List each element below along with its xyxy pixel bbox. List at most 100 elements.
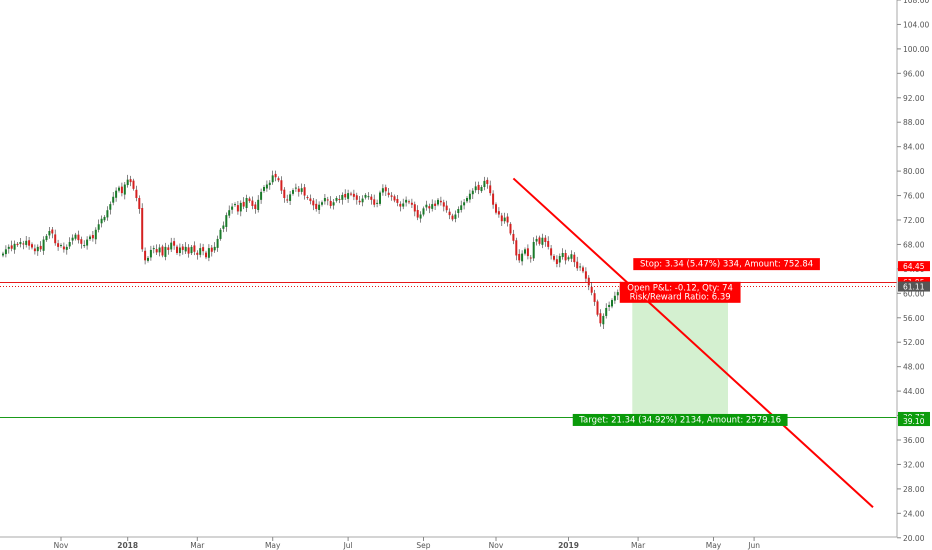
candle bbox=[25, 236, 28, 248]
candle-body bbox=[57, 243, 60, 247]
candle-body bbox=[370, 196, 373, 200]
candle-body bbox=[524, 249, 526, 254]
candle bbox=[579, 263, 582, 271]
candle-body bbox=[225, 215, 228, 227]
candle bbox=[205, 250, 207, 260]
candle-body bbox=[506, 216, 509, 223]
candle bbox=[492, 190, 495, 209]
time-tick-label: Jun bbox=[747, 541, 760, 550]
candle bbox=[144, 247, 147, 265]
candle-body bbox=[292, 190, 294, 194]
candle bbox=[222, 221, 225, 233]
candle bbox=[45, 234, 48, 242]
candle bbox=[329, 196, 332, 209]
candle bbox=[405, 196, 408, 207]
candle-body bbox=[161, 246, 164, 256]
candle bbox=[428, 203, 431, 214]
candle bbox=[584, 267, 587, 282]
price-tag: 61.11 bbox=[898, 281, 930, 292]
candle bbox=[384, 184, 387, 197]
candle-body bbox=[239, 202, 242, 212]
candle bbox=[393, 194, 396, 203]
candle bbox=[558, 253, 561, 268]
target-label-text: Target: 21.34 (34.92%) 2134, Amount: 257… bbox=[578, 415, 781, 425]
candle-body bbox=[60, 245, 62, 247]
profit-zone[interactable] bbox=[632, 285, 728, 417]
price-tick-label: 48.00 bbox=[903, 363, 925, 372]
candle bbox=[399, 201, 402, 212]
candle-body bbox=[489, 185, 492, 194]
candle bbox=[219, 227, 222, 241]
candle-body bbox=[22, 243, 25, 245]
candle bbox=[106, 206, 109, 221]
candle bbox=[286, 194, 289, 204]
candle-body bbox=[352, 193, 355, 197]
candle-body bbox=[466, 198, 468, 202]
candle-body bbox=[486, 179, 489, 184]
candle bbox=[524, 247, 526, 256]
candle bbox=[112, 192, 115, 206]
candle-body bbox=[109, 204, 112, 210]
trend-line[interactable] bbox=[512, 177, 874, 508]
candle bbox=[593, 289, 596, 306]
candle-body bbox=[48, 231, 51, 236]
candle bbox=[503, 212, 506, 224]
time-axis[interactable]: Nov 2018 Mar May Jul Sep Nov 2019 Mar May Jun bbox=[54, 537, 761, 550]
stop-label-text: Stop: 3.34 (5.47%) 334, Amount: 752.84 bbox=[640, 260, 813, 270]
candle-body bbox=[593, 293, 596, 302]
candle-body bbox=[448, 211, 451, 216]
candle bbox=[42, 236, 45, 255]
candle bbox=[71, 234, 74, 245]
candle bbox=[60, 243, 62, 248]
candle bbox=[225, 212, 228, 232]
candle bbox=[434, 200, 437, 210]
candle bbox=[410, 198, 413, 209]
time-tick-label: Mar bbox=[190, 541, 205, 550]
candle-body bbox=[100, 218, 103, 224]
candle-body bbox=[123, 184, 126, 195]
candle-body bbox=[176, 246, 178, 253]
candle bbox=[97, 219, 100, 233]
candle bbox=[587, 275, 590, 291]
candle bbox=[613, 291, 616, 304]
candle-body bbox=[535, 238, 538, 242]
trend-line-layer[interactable] bbox=[512, 177, 874, 508]
candle-body bbox=[384, 187, 387, 192]
candle-body bbox=[605, 308, 608, 316]
candle-body bbox=[564, 253, 567, 261]
candle bbox=[4, 245, 7, 258]
candle-body bbox=[263, 187, 265, 191]
candle-body bbox=[468, 193, 471, 200]
price-tick-label: 92.00 bbox=[903, 94, 925, 103]
price-axis[interactable]: 108.00 104.00 100.00 96.00 92.00 88.00 84.00 80… bbox=[897, 0, 929, 543]
candle-body bbox=[274, 173, 277, 178]
candle-body bbox=[173, 241, 176, 246]
candle bbox=[22, 240, 25, 250]
candle-body bbox=[309, 198, 312, 202]
candle-body bbox=[234, 204, 236, 206]
candle bbox=[538, 235, 541, 246]
candle bbox=[120, 182, 123, 197]
candle bbox=[138, 195, 141, 214]
candle bbox=[576, 256, 579, 271]
candle-body bbox=[405, 199, 408, 203]
candle-body bbox=[306, 197, 309, 199]
candle-body bbox=[83, 245, 86, 247]
candle bbox=[118, 185, 120, 193]
price-tag-text: 61.11 bbox=[903, 283, 925, 292]
candle bbox=[91, 231, 94, 242]
candle bbox=[196, 250, 199, 260]
candle bbox=[86, 236, 89, 250]
candle bbox=[515, 237, 518, 261]
candle-body bbox=[54, 234, 57, 244]
candle bbox=[289, 191, 292, 205]
candle-body bbox=[228, 210, 231, 216]
candle bbox=[341, 192, 344, 205]
candle-body bbox=[451, 215, 454, 220]
candle-body bbox=[419, 214, 422, 219]
price-tag-text: 64.45 bbox=[903, 262, 925, 271]
candle bbox=[442, 199, 445, 212]
candle-body bbox=[387, 192, 390, 195]
